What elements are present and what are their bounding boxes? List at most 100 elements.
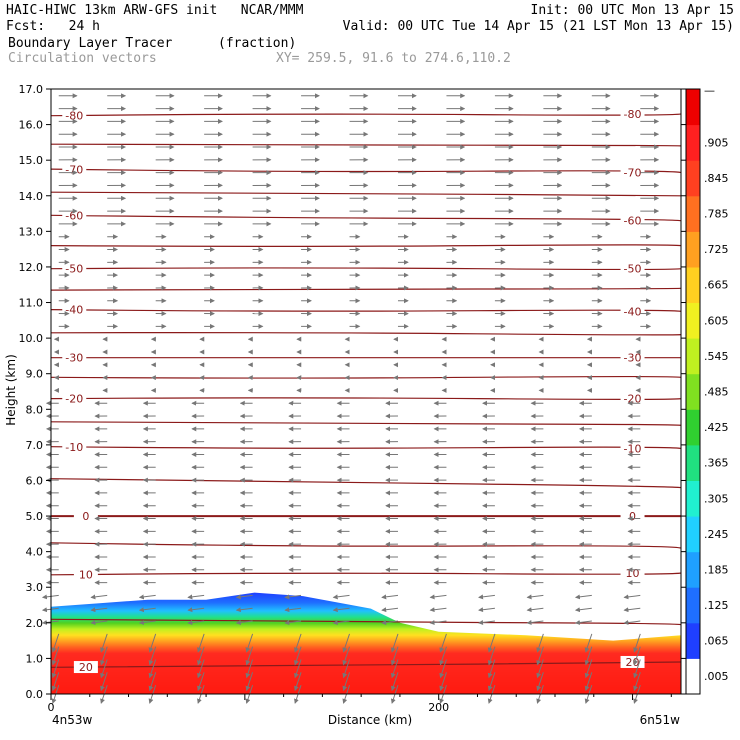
vector-arrow bbox=[439, 646, 447, 666]
y-tick-label: 16.0 bbox=[19, 119, 44, 132]
vector-arrow bbox=[100, 633, 108, 653]
vector-arrow bbox=[536, 633, 544, 653]
isotherm-line bbox=[50, 309, 682, 312]
header-line1-right: Init: 00 UTC Mon 13 Apr 15 bbox=[530, 3, 735, 18]
vector-arrow bbox=[439, 633, 447, 653]
colorbar-label: .425 bbox=[704, 421, 729, 434]
isotherm-label: -10 bbox=[624, 442, 642, 455]
vector-arrow bbox=[429, 607, 447, 613]
y-axis-title: Height (km) bbox=[4, 354, 18, 425]
vector-arrow bbox=[429, 594, 447, 600]
circulation-vectors bbox=[41, 93, 660, 704]
y-tick-label: 11.0 bbox=[19, 297, 44, 310]
isotherm-label-bg bbox=[62, 262, 87, 275]
vector-arrow bbox=[90, 607, 108, 613]
vector-arrow bbox=[245, 646, 254, 666]
isotherm-label-bg bbox=[620, 351, 645, 364]
isotherm-label-bg bbox=[620, 392, 645, 405]
vector-arrow bbox=[574, 607, 592, 613]
vector-arrow bbox=[51, 633, 60, 653]
isotherm-label-bg bbox=[62, 209, 87, 222]
vector-arrow bbox=[90, 620, 108, 625]
vector-arrow bbox=[381, 594, 399, 600]
vector-arrow bbox=[90, 594, 108, 600]
vector-arrow bbox=[235, 607, 253, 613]
y-tick-label: 4.0 bbox=[26, 546, 44, 559]
vector-arrow bbox=[100, 672, 108, 692]
isotherm-line bbox=[50, 375, 682, 379]
vector-arrow bbox=[284, 620, 302, 625]
vector-arrow bbox=[390, 633, 399, 653]
vector-arrow bbox=[245, 672, 254, 692]
isotherm-line bbox=[50, 143, 682, 147]
isotherm-line bbox=[50, 478, 682, 489]
vector-arrow bbox=[235, 594, 253, 600]
isotherm-label: -70 bbox=[624, 167, 642, 180]
y-tick-label: 3.0 bbox=[26, 581, 44, 594]
x-left-end-label: 4n53w bbox=[52, 713, 93, 727]
isotherm-contours: -80 -80 -70 -70 -60 -60 -50 -50 -40 -40 -30 -30 -20 -… bbox=[50, 107, 682, 674]
vector-arrow bbox=[138, 607, 156, 613]
vector-arrow bbox=[342, 659, 350, 679]
vector-arrow bbox=[342, 633, 350, 653]
isotherm-label: 0 bbox=[629, 510, 636, 523]
colorbar-swatch bbox=[686, 124, 700, 161]
colorbar-swatch bbox=[686, 231, 700, 268]
isotherm-line bbox=[50, 168, 682, 174]
vector-arrow bbox=[138, 594, 156, 600]
isotherm-label-bg bbox=[62, 440, 87, 453]
vector-arrow bbox=[51, 672, 60, 692]
isotherm-line bbox=[50, 542, 682, 549]
vector-arrow bbox=[138, 620, 156, 625]
colorbar-label: .485 bbox=[704, 386, 729, 399]
vector-arrow bbox=[187, 620, 205, 625]
header-line1-left: HAIC-HIWC 13km ARW-GFS init NCAR/MMM bbox=[6, 3, 304, 18]
colorbar-label: .305 bbox=[704, 492, 729, 505]
vector-arrow bbox=[633, 646, 641, 666]
vector-arrow bbox=[51, 659, 60, 679]
isotherm-label-bg bbox=[62, 109, 87, 122]
y-tick-label: 7.0 bbox=[26, 439, 44, 452]
overlay-name: Circulation vectors bbox=[8, 51, 157, 66]
vector-arrow bbox=[536, 672, 544, 692]
vector-arrow bbox=[584, 672, 593, 692]
y-tick-label: 9.0 bbox=[26, 368, 44, 381]
vector-arrow bbox=[148, 633, 157, 653]
isotherm-label: -20 bbox=[65, 393, 83, 406]
colorbar-label: .365 bbox=[704, 457, 729, 470]
isotherm-label-bg bbox=[620, 305, 645, 318]
colorbar-label: .605 bbox=[704, 314, 729, 327]
isotherm-label: -80 bbox=[624, 108, 642, 121]
vector-arrow bbox=[381, 607, 399, 613]
vector-arrow bbox=[100, 659, 108, 679]
colorbar-swatch bbox=[686, 266, 700, 303]
isotherm-label: 0 bbox=[82, 510, 89, 523]
isotherm-line bbox=[50, 572, 682, 576]
colorbar-label: .905 bbox=[704, 136, 729, 149]
colorbar-label: .065 bbox=[704, 635, 729, 648]
vector-arrow bbox=[487, 672, 496, 692]
vector-arrow bbox=[536, 659, 544, 679]
colorbar-swatch bbox=[686, 409, 700, 446]
colorbar-label: .845 bbox=[704, 172, 729, 185]
isotherm-label: -50 bbox=[65, 263, 83, 276]
x-axis-title: Distance (km) bbox=[328, 713, 412, 727]
vector-arrow bbox=[574, 620, 592, 625]
y-tick-label: 17.0 bbox=[19, 83, 44, 96]
y-axis: 0.0 1.0 2.0 3.0 4.0 5.0 6.0 7.0 8.0 9.0 10.0 11.0 12… bbox=[19, 83, 686, 701]
vector-arrow bbox=[526, 594, 544, 600]
vector-arrow bbox=[584, 659, 593, 679]
vector-arrow bbox=[332, 620, 350, 625]
vector-arrow bbox=[294, 659, 302, 679]
colorbar-top-marker: — bbox=[704, 84, 715, 97]
isotherm-label: -10 bbox=[65, 441, 83, 454]
isotherm-label: -60 bbox=[65, 210, 83, 223]
y-tick-label: 10.0 bbox=[19, 332, 44, 345]
isotherm-label: 20 bbox=[79, 661, 93, 674]
vector-arrow bbox=[294, 646, 302, 666]
vector-arrow bbox=[487, 646, 496, 666]
x-right-end-label: 6n51w bbox=[640, 713, 681, 727]
y-tick-label: 14.0 bbox=[19, 190, 44, 203]
colorbar-swatch bbox=[686, 89, 700, 126]
vector-arrow bbox=[478, 607, 495, 613]
